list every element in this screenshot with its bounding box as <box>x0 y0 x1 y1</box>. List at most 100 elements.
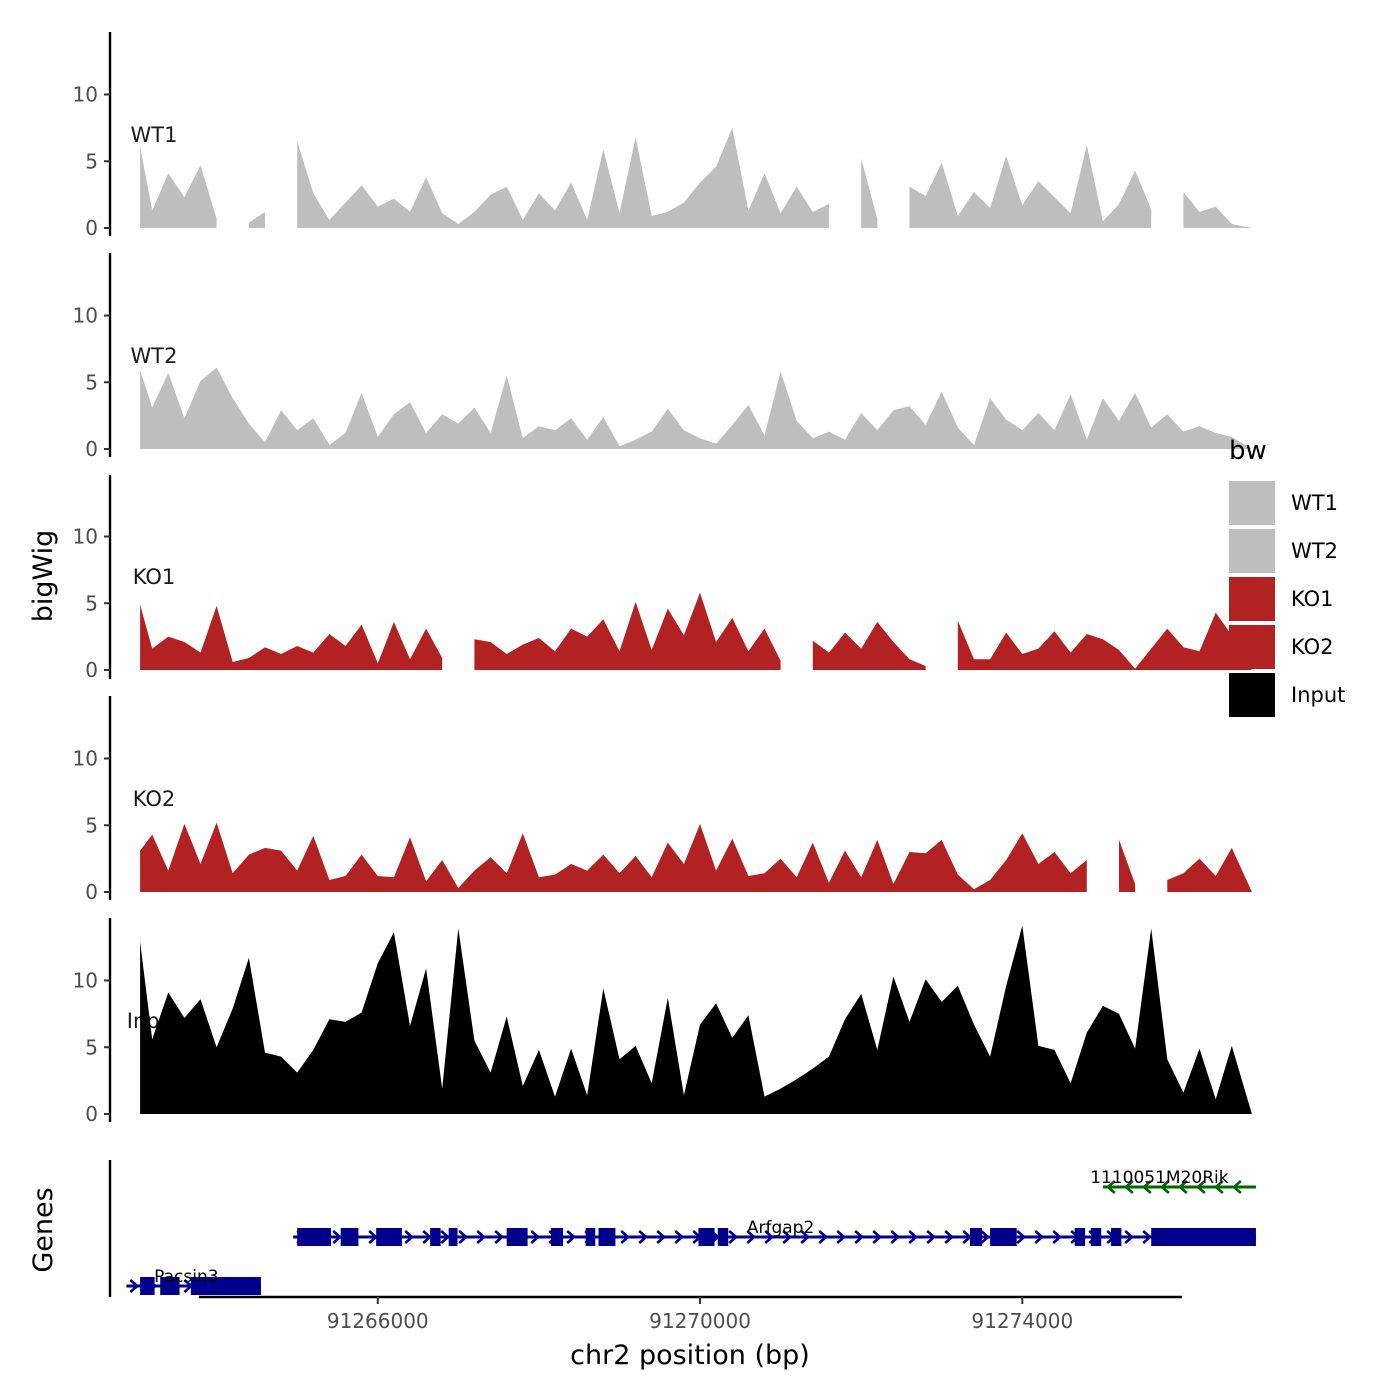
legend-swatch <box>1229 673 1275 717</box>
legend-label: KO2 <box>1291 635 1334 659</box>
exon <box>1074 1228 1086 1246</box>
coverage-area <box>248 212 265 228</box>
coverage-area <box>140 822 1087 892</box>
strand-arrow <box>674 1230 685 1244</box>
exon <box>1110 1228 1122 1246</box>
strand-arrow <box>746 1230 757 1244</box>
exon <box>598 1228 616 1246</box>
track-label: KO1 <box>133 565 176 589</box>
legend-swatch <box>1229 529 1275 573</box>
y-tick-label: 10 <box>73 304 98 328</box>
strand-arrow <box>926 1230 937 1244</box>
exon <box>585 1228 596 1246</box>
exon <box>698 1228 715 1246</box>
exon <box>969 1228 983 1246</box>
coverage-area <box>140 367 1252 449</box>
exon <box>1090 1228 1102 1246</box>
coverage-area <box>1119 839 1136 892</box>
legend-label: Input <box>1291 683 1345 707</box>
strand-arrow <box>728 1230 739 1244</box>
strand-arrow <box>129 1279 140 1293</box>
strand-arrow <box>404 1230 415 1244</box>
coverage-area <box>1167 847 1252 892</box>
x-tick-label: 91274000 <box>971 1309 1073 1333</box>
strand-arrow <box>1213 1180 1224 1194</box>
gene-pacsin3: Pacsin3 <box>126 1267 261 1295</box>
y-tick-label: 0 <box>85 1102 98 1126</box>
strand-arrow <box>530 1230 541 1244</box>
legend-label: KO1 <box>1291 587 1334 611</box>
coverage-area <box>140 146 217 228</box>
x-tick-label: 91266000 <box>327 1309 429 1333</box>
strand-arrow <box>818 1230 829 1244</box>
legend: bw WT1 WT2 KO1 KO2 Input <box>1229 436 1345 717</box>
coverage-area <box>909 145 1152 228</box>
legend-entry-input: Input <box>1229 673 1345 717</box>
strand-arrow <box>494 1230 505 1244</box>
gene-label: 1110051M20Rik <box>1090 1168 1229 1188</box>
y-tick-label: 0 <box>85 216 98 240</box>
y-tick-label: 0 <box>85 880 98 904</box>
y-tick-label: 10 <box>73 525 98 549</box>
strand-arrow <box>854 1230 865 1244</box>
exon <box>140 1277 155 1295</box>
strand-arrow <box>890 1230 901 1244</box>
legend-entry-ko2: KO2 <box>1229 625 1334 669</box>
strand-arrow <box>1123 1180 1134 1194</box>
y-tick-label: 5 <box>85 370 98 394</box>
strand-arrow <box>800 1230 811 1244</box>
y-tick-label: 10 <box>73 747 98 771</box>
coverage-area <box>297 127 829 228</box>
strand-arrow <box>908 1230 919 1244</box>
y-tick-label: 0 <box>85 658 98 682</box>
exon <box>506 1228 528 1246</box>
strand-arrow <box>1052 1230 1063 1244</box>
strand-arrow <box>566 1230 577 1244</box>
strand-arrow <box>1034 1230 1045 1244</box>
track-label: WT2 <box>131 344 178 368</box>
y-tick-label: 5 <box>85 149 98 173</box>
strand-arrow <box>656 1230 667 1244</box>
track-wt2: 0 5 10 WT2 <box>73 253 1252 461</box>
track-ko2: 0 5 10 KO2 <box>73 696 1252 904</box>
track-ko1: 0 5 10 KO1 <box>73 475 1252 682</box>
strand-arrow <box>1105 1180 1116 1194</box>
gene-track: 1110051M20Rik Arfgap2 Pacsin3 <box>108 1160 1256 1297</box>
track-label: WT1 <box>131 123 178 147</box>
strand-arrow <box>440 1230 451 1244</box>
legend-swatch <box>1229 481 1275 525</box>
coverage-area <box>474 592 781 670</box>
strand-arrow <box>1141 1180 1152 1194</box>
coverage-area <box>957 612 1252 670</box>
coverage-area <box>812 621 926 670</box>
legend-entry-ko1: KO1 <box>1229 577 1334 621</box>
strand-arrow <box>944 1230 955 1244</box>
strand-arrow <box>872 1230 883 1244</box>
strand-arrow <box>332 1230 343 1244</box>
strand-arrow <box>1142 1230 1153 1244</box>
x-axis-title: chr2 position (bp) <box>570 1340 810 1371</box>
track-label: KO2 <box>133 787 176 811</box>
strand-arrow <box>1195 1180 1206 1194</box>
exon <box>990 1228 1017 1246</box>
strand-arrow <box>1159 1180 1170 1194</box>
y-tick-label: 10 <box>73 83 98 107</box>
strand-arrow <box>1124 1230 1135 1244</box>
strand-arrow <box>476 1230 487 1244</box>
exon <box>340 1228 359 1246</box>
legend-swatch <box>1229 625 1275 669</box>
genes-axis-title: Genes <box>28 1187 59 1272</box>
exon <box>190 1277 261 1295</box>
strand-arrow <box>620 1230 631 1244</box>
legend-label: WT2 <box>1291 539 1338 563</box>
strand-arrow <box>1177 1180 1188 1194</box>
strand-arrow <box>1016 1230 1027 1244</box>
coverage-area <box>861 158 878 228</box>
strand-arrow <box>458 1230 469 1244</box>
strand-arrow <box>1231 1180 1242 1194</box>
x-tick-label: 91270000 <box>649 1309 751 1333</box>
y-tick-label: 0 <box>85 437 98 461</box>
